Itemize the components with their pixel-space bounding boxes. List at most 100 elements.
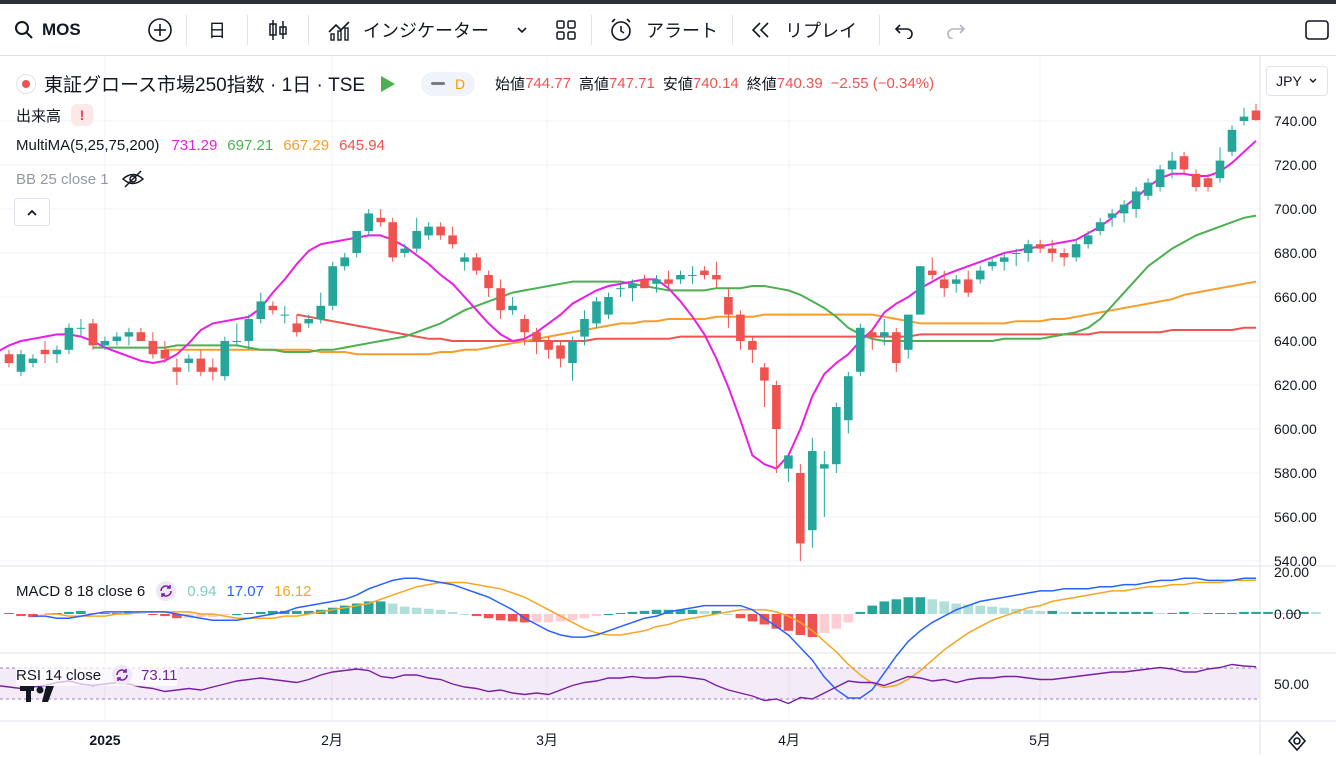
- candle-body: [999, 257, 1009, 262]
- volume-legend[interactable]: 出来高 !: [16, 104, 94, 126]
- price-axis-label: 600.00: [1274, 421, 1317, 437]
- macd-line: [33, 577, 1257, 699]
- macd-histogram-bar: [327, 607, 338, 614]
- close-label: 終値: [746, 76, 777, 93]
- candle-body: [208, 367, 218, 372]
- candle-body: [232, 341, 242, 342]
- replay-button[interactable]: リプレイ: [733, 4, 879, 55]
- macd-histogram-bar: [711, 610, 722, 614]
- macd-histogram-bar: [759, 614, 770, 625]
- candle-body: [1239, 116, 1249, 121]
- fullscreen-button[interactable]: [1302, 4, 1332, 55]
- macd-histogram-bar: [1095, 611, 1105, 614]
- refresh-icon[interactable]: [155, 580, 177, 602]
- toolbar-divider: [591, 14, 592, 45]
- data-status-pill[interactable]: D: [421, 71, 476, 96]
- macd-histogram-bar: [399, 606, 410, 614]
- candle-body: [1143, 182, 1153, 196]
- chevron-down-icon[interactable]: [515, 23, 529, 37]
- rsi-axis-label: 50.00: [1274, 676, 1309, 692]
- macd-histogram-bar: [1167, 613, 1177, 614]
- candle-body: [724, 297, 733, 315]
- macd-histogram-bar: [699, 610, 710, 614]
- compare-add-button[interactable]: [134, 4, 186, 55]
- replay-label: リプレイ: [785, 20, 857, 41]
- macd-histogram-bar: [471, 614, 482, 617]
- macd-histogram-bar: [196, 614, 206, 618]
- redo-button[interactable]: [930, 4, 980, 55]
- alert-label: アラート: [646, 20, 718, 41]
- rsi-legend[interactable]: RSI 14 close 73.11: [16, 664, 178, 686]
- macd-histogram-bar: [1107, 611, 1117, 614]
- volume-alert-icon[interactable]: !: [71, 104, 94, 126]
- macd-histogram-bar: [1155, 613, 1165, 614]
- macd-histogram-bar: [4, 613, 14, 614]
- macd-histogram-bar: [723, 614, 734, 615]
- macd-histogram-bar: [1143, 611, 1153, 614]
- bb-legend[interactable]: BB 25 close 1: [16, 169, 145, 189]
- candle-body: [472, 257, 481, 271]
- close-value: 740.39: [776, 75, 823, 92]
- macd-label: MACD 8 18 close 6: [16, 582, 146, 600]
- macd-histogram-bar: [351, 603, 362, 614]
- candle-body: [772, 385, 781, 429]
- tradingview-logo[interactable]: [18, 682, 62, 704]
- layouts-button[interactable]: [541, 4, 591, 55]
- eye-crossed-icon[interactable]: [121, 169, 145, 189]
- macd-legend[interactable]: MACD 8 18 close 6 0.94 17.07 16.12: [16, 580, 312, 602]
- indicators-button[interactable]: インジケーター: [309, 4, 541, 55]
- interval-button[interactable]: 日: [187, 4, 247, 55]
- currency-button[interactable]: JPY: [1266, 66, 1328, 96]
- open-label: 始値: [495, 76, 526, 93]
- macd-histogram-bar: [76, 610, 86, 614]
- macd-histogram-bar: [879, 601, 890, 614]
- macd-histogram-bar: [1311, 612, 1321, 614]
- macd-histogram-bar: [843, 614, 854, 623]
- settings-button[interactable]: [1286, 730, 1308, 752]
- time-axis-label: 2月: [321, 732, 343, 748]
- price-chart[interactable]: 740.00 720.00 700.00 680.00 660.00 640.00 620.…: [0, 56, 1336, 755]
- macd-histogram-bar: [339, 605, 350, 614]
- macd-histogram-bar: [244, 613, 254, 614]
- multima-legend[interactable]: MultiMA(5,25,75,200) 731.29 697.21 667.2…: [16, 137, 385, 154]
- chart-type-button[interactable]: [248, 4, 308, 55]
- undo-button[interactable]: [880, 4, 930, 55]
- multima-label: MultiMA(5,25,75,200): [16, 137, 160, 154]
- symbol-title[interactable]: 東証グロース市場250指数 · 1日 · TSE: [44, 75, 366, 96]
- macd-histogram-bar: [939, 601, 950, 614]
- candle-body: [1095, 222, 1105, 231]
- high-label: 高値: [578, 76, 609, 93]
- candle-body: [220, 341, 230, 377]
- macd-histogram-bar: [807, 614, 818, 638]
- candlesticks: [4, 104, 1261, 561]
- macd-histogram-bar: [867, 605, 878, 614]
- candle-body: [1011, 253, 1021, 254]
- candle-body: [688, 275, 697, 276]
- symbol-search[interactable]: MOS: [0, 4, 134, 55]
- macd-histogram-bar: [543, 614, 554, 623]
- macd-line-value: 17.07: [226, 582, 264, 600]
- macd-histogram-bar: [124, 611, 134, 614]
- candle-body: [1047, 248, 1057, 253]
- indicators-label: インジケーター: [363, 20, 489, 41]
- macd-histogram-bar: [459, 614, 470, 615]
- rewind-icon: [751, 21, 769, 38]
- macd-histogram-bar: [1191, 613, 1201, 614]
- currency-label: JPY: [1276, 73, 1302, 89]
- candle-body: [112, 336, 122, 341]
- gear-icon: [1287, 730, 1307, 752]
- candle-body: [304, 319, 313, 324]
- indicators-icon: [328, 20, 350, 41]
- candle-body: [376, 217, 385, 223]
- collapse-legend-button[interactable]: [14, 198, 50, 226]
- change-value: −2.55 (−0.34%): [830, 75, 935, 92]
- ma200-value: 645.94: [339, 137, 385, 154]
- macd-histogram-bar: [495, 614, 506, 621]
- candle-body: [124, 332, 134, 337]
- macd-axis-label: 0.00: [1274, 606, 1301, 622]
- refresh-icon[interactable]: [111, 664, 133, 686]
- macd-histogram-bar: [1131, 611, 1141, 614]
- alert-button[interactable]: アラート: [592, 4, 732, 55]
- candle-body: [4, 354, 14, 363]
- time-axis-label: 4月: [778, 732, 800, 748]
